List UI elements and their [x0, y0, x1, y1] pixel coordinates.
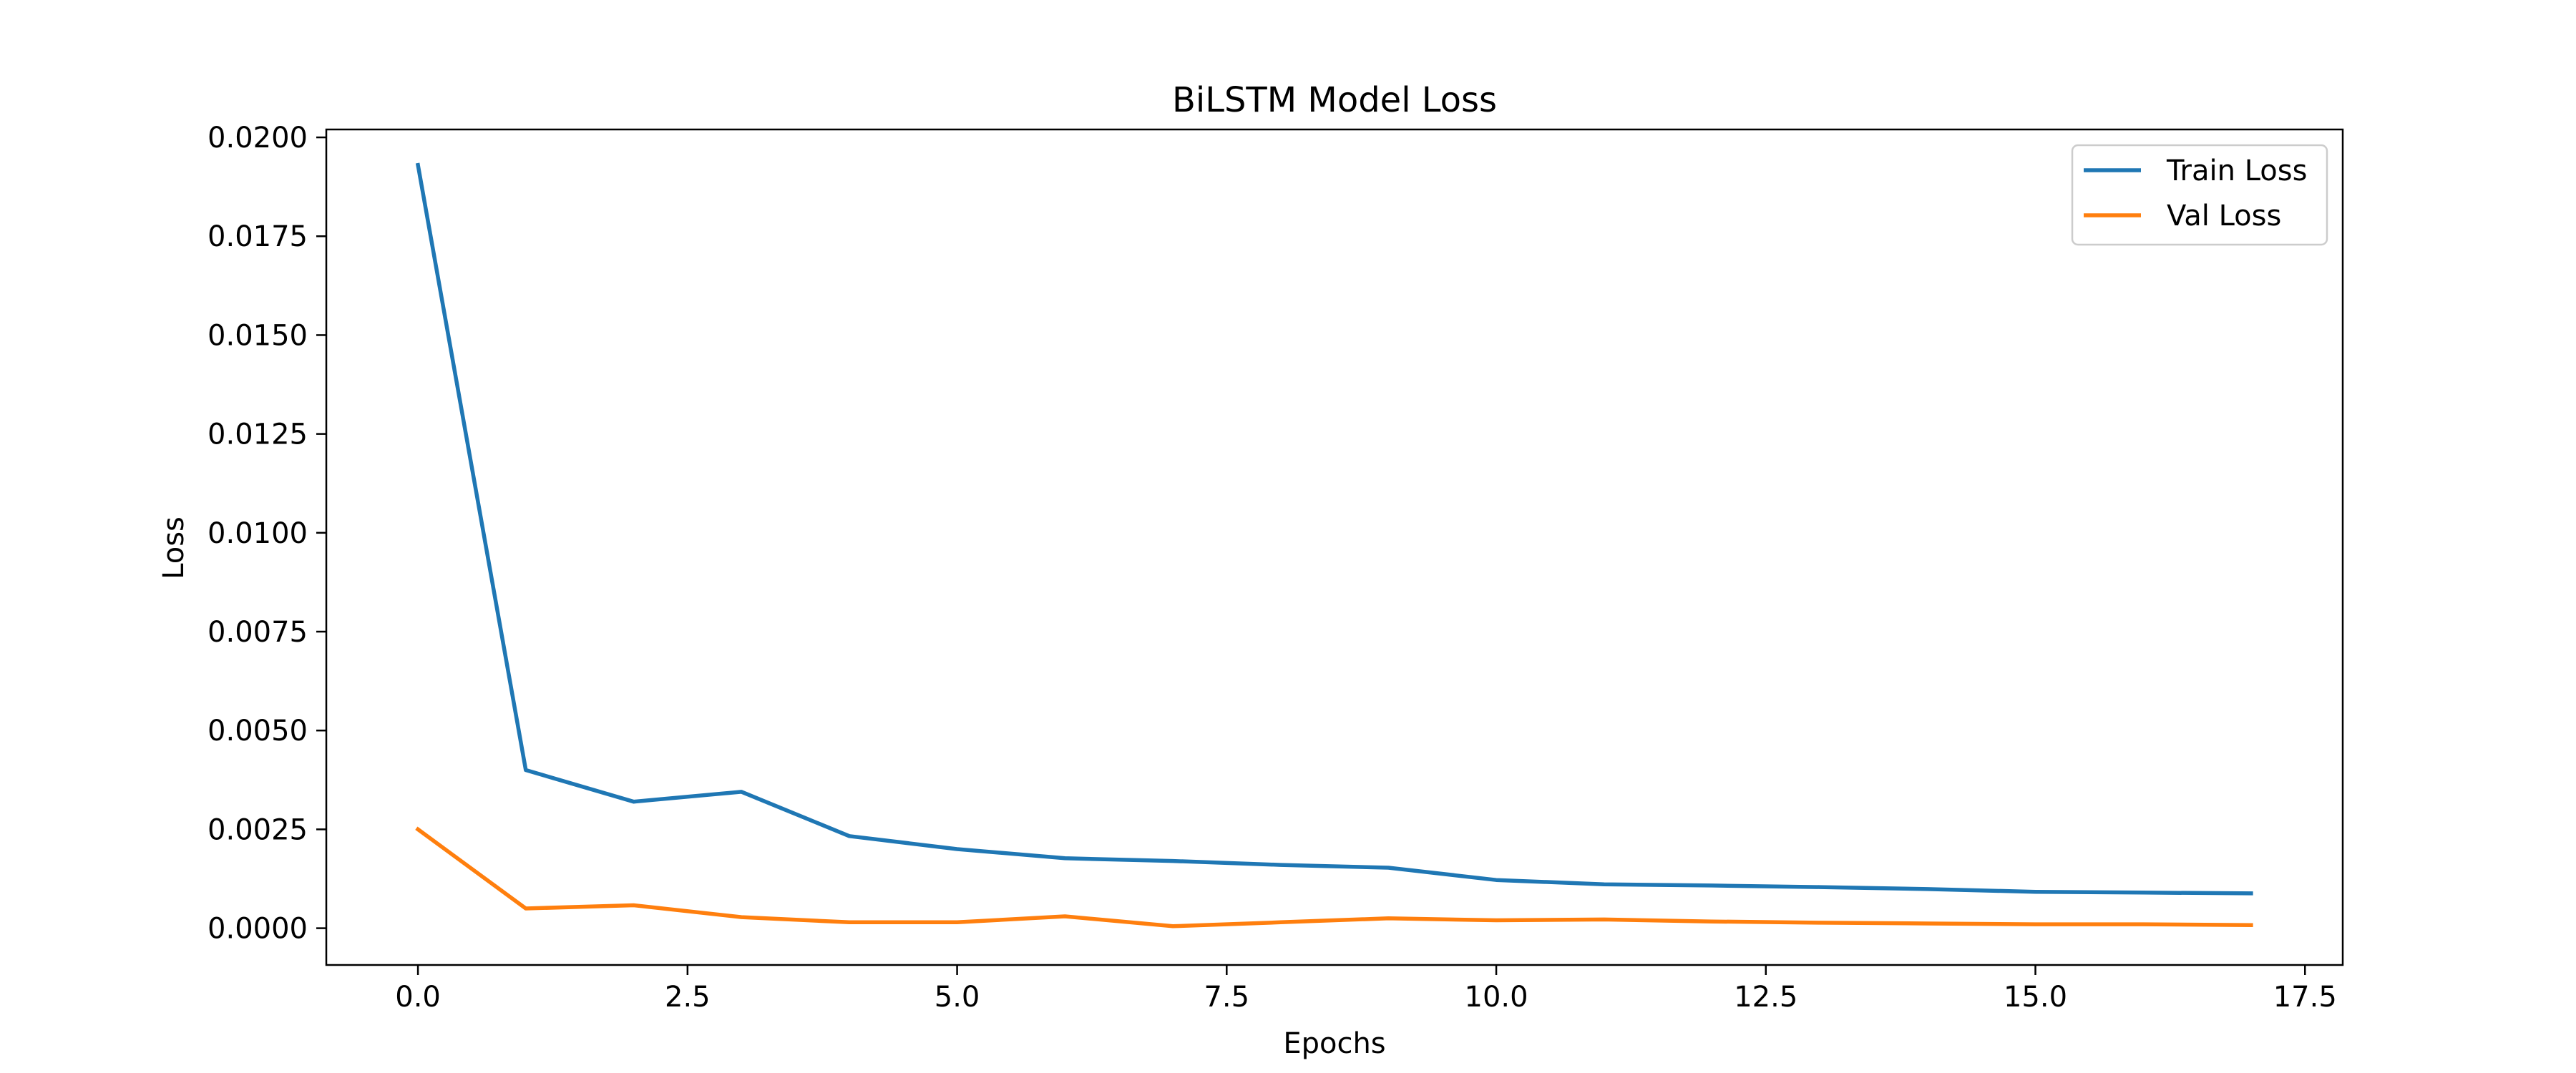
- y-axis-label: Loss: [157, 516, 190, 579]
- legend: Train Loss Val Loss: [2071, 144, 2328, 246]
- legend-label-val-loss: Val Loss: [2167, 200, 2281, 232]
- series-line-val-loss: [415, 826, 2253, 929]
- plot-area: 0.0 2.5 5.0 7.5 10.0 12.5 15.0 17.5 0.0000 0.002…: [208, 122, 2344, 1014]
- series-layer: [415, 162, 2253, 929]
- x-tick-label: 0.0: [395, 981, 441, 1014]
- y-axis-ticks: 0.0000 0.0025 0.0050 0.0075 0.0100 0.0125 0.01…: [208, 122, 326, 946]
- y-tick-label: 0.0200: [208, 122, 308, 155]
- x-tick-label: 10.0: [1465, 981, 1528, 1014]
- x-axis-label: Epochs: [1283, 1027, 1385, 1060]
- x-tick-label: 15.0: [2004, 981, 2067, 1014]
- y-tick-label: 0.0075: [208, 616, 308, 649]
- y-tick-label: 0.0050: [208, 715, 308, 748]
- x-axis-ticks: 0.0 2.5 5.0 7.5 10.0 12.5 15.0 17.5: [395, 965, 2337, 1014]
- y-tick-label: 0.0100: [208, 517, 308, 550]
- legend-label-train-loss: Train Loss: [2166, 155, 2307, 187]
- y-tick-label: 0.0000: [208, 913, 308, 946]
- chart-title: BiLSTM Model Loss: [1172, 80, 1497, 120]
- axes-frame: [325, 128, 2344, 966]
- x-tick-label: 5.0: [935, 981, 980, 1014]
- series-line-train-loss: [415, 162, 2253, 896]
- x-tick-label: 12.5: [1734, 981, 1797, 1014]
- x-tick-label: 2.5: [665, 981, 711, 1014]
- y-tick-label: 0.0175: [208, 220, 308, 253]
- y-tick-label: 0.0125: [208, 418, 308, 451]
- y-tick-label: 0.0025: [208, 813, 308, 846]
- x-tick-label: 17.5: [2273, 981, 2337, 1014]
- x-tick-label: 7.5: [1204, 981, 1249, 1014]
- y-tick-label: 0.0150: [208, 319, 308, 352]
